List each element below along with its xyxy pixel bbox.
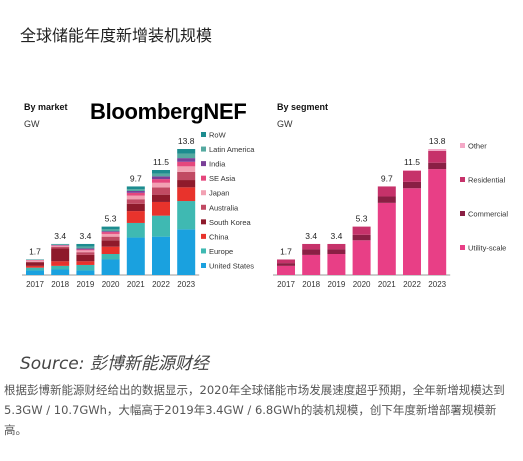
brand-logo-text: BloombergNEF: [90, 99, 247, 124]
source-caption: Source: 彭博新能源财经: [20, 354, 209, 374]
chart-panel: By market GW By segment GW: [12, 62, 511, 324]
right-chart-ylabel: GW: [277, 119, 293, 129]
description-paragraph: 根据彭博新能源财经给出的数据显示，2020年全球储能市场发展速度超乎预期，全年新…: [4, 383, 505, 437]
left-chart-subtitle: By market: [24, 102, 68, 112]
page-heading: 全球储能年度新增装机规模: [20, 26, 213, 45]
right-chart-subtitle: By segment: [277, 102, 329, 112]
left-chart-ylabel: GW: [24, 119, 40, 129]
